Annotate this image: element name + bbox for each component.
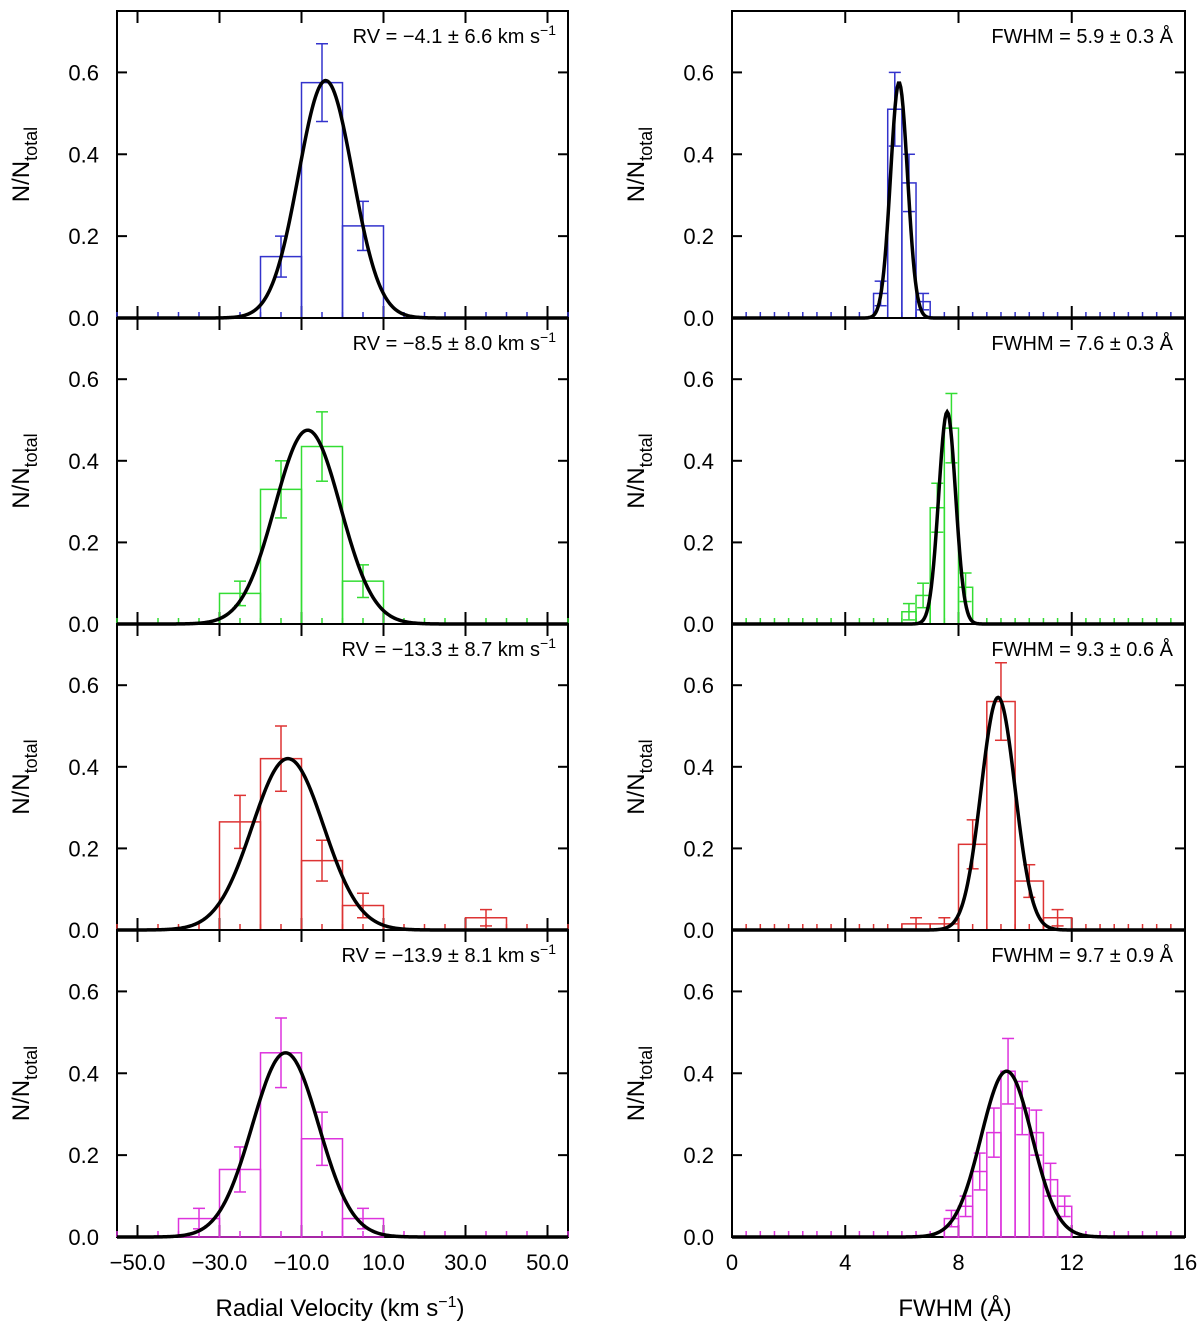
x-tick-label: 4 xyxy=(839,1250,851,1275)
y-tick-label: 0.2 xyxy=(68,224,99,249)
fit-annotation: RV = −13.3 ± 8.7 km s−1 xyxy=(342,635,557,661)
y-axis-label: N/Ntotal xyxy=(8,433,41,508)
x-tick-label: 30.0 xyxy=(444,1250,487,1275)
y-tick-label: 0.0 xyxy=(683,612,714,637)
fwhm-panel-1-frame xyxy=(731,10,1186,319)
y-tick-label: 0.2 xyxy=(68,836,99,861)
y-tick-label: 0.6 xyxy=(683,60,714,85)
fwhm-panel-1: 0.0 0.2 0.4 0.6 FWHM = 5.9 ± 0.3 Å N/Ntotal xyxy=(623,10,1186,331)
y-axis-label: N/Ntotal xyxy=(8,127,41,202)
y-tick-label: 0.6 xyxy=(68,60,99,85)
y-tick-label: 0.0 xyxy=(68,306,99,331)
fit-annotation: RV = −13.9 ± 8.1 km s−1 xyxy=(342,941,557,967)
y-axis-label: N/Ntotal xyxy=(623,739,656,814)
fwhm-panel-4: 0.0 0.2 0.4 0.6 0 4 8 12 16 FWHM = 9.7 ± 0.9 Å N/N… xyxy=(623,929,1197,1275)
y-tick-label: 0.2 xyxy=(683,836,714,861)
x-tick-label: 16 xyxy=(1173,1250,1197,1275)
y-tick-label: 0.2 xyxy=(683,530,714,555)
gaussian-fit-curve xyxy=(732,81,1185,320)
fit-annotation: FWHM = 9.7 ± 0.9 Å xyxy=(991,944,1173,967)
y-tick-label: 0.0 xyxy=(683,1225,714,1250)
fit-annotation: FWHM = 7.6 ± 0.3 Å xyxy=(991,332,1173,355)
y-tick-label: 0.4 xyxy=(68,449,99,474)
rv-x-axis-label: Radial Velocity (km s−1) xyxy=(216,1294,465,1322)
y-tick-label: 0.6 xyxy=(68,673,99,698)
fit-annotation: RV = −8.5 ± 8.0 km s−1 xyxy=(353,329,557,355)
y-tick-label: 0.2 xyxy=(683,1143,714,1168)
y-tick-label: 0.4 xyxy=(68,1061,99,1086)
y-tick-label: 0.6 xyxy=(68,367,99,392)
y-tick-label: 0.2 xyxy=(68,1143,99,1168)
y-tick-label: 0.4 xyxy=(683,755,714,780)
y-tick-label: 0.0 xyxy=(683,306,714,331)
y-tick-label: 0.6 xyxy=(68,979,99,1004)
y-tick-label: 0.0 xyxy=(683,918,714,943)
y-tick-label: 0.0 xyxy=(68,1225,99,1250)
y-tick-label: 0.2 xyxy=(68,530,99,555)
radial_velocity-panel-2: 0.0 0.2 0.4 0.6 RV = −8.5 ± 8.0 km s−1 N/Ntot… xyxy=(8,317,569,637)
fit-annotation: FWHM = 9.3 ± 0.6 Å xyxy=(991,638,1173,661)
y-tick-label: 0.4 xyxy=(68,142,99,167)
x-tick-label: 0 xyxy=(726,1250,738,1275)
y-axis-label: N/Ntotal xyxy=(8,1046,41,1121)
x-tick-label: 10.0 xyxy=(362,1250,405,1275)
y-tick-label: 0.4 xyxy=(683,1061,714,1086)
y-tick-label: 0.4 xyxy=(683,449,714,474)
radial_velocity-panel-4: 0.0 0.2 0.4 0.6 −50.0 −30.0 −10.0 10.0 30.0 50.0 R… xyxy=(8,929,569,1275)
y-axis-label: N/Ntotal xyxy=(623,127,656,202)
gaussian-fit-curve xyxy=(117,1051,568,1239)
y-axis-label: N/Ntotal xyxy=(8,739,41,814)
y-tick-label: 0.0 xyxy=(68,918,99,943)
y-tick-label: 0.6 xyxy=(683,673,714,698)
y-axis-label: N/Ntotal xyxy=(623,1046,656,1121)
y-tick-label: 0.6 xyxy=(683,979,714,1004)
y-tick-label: 0.0 xyxy=(68,612,99,637)
x-tick-label: 8 xyxy=(952,1250,964,1275)
fit-annotation: FWHM = 5.9 ± 0.3 Å xyxy=(991,25,1173,48)
x-tick-label: −50.0 xyxy=(110,1250,166,1275)
gaussian-fit-curve xyxy=(732,1069,1185,1239)
fwhm-panel-3: 0.0 0.2 0.4 0.6 FWHM = 9.3 ± 0.6 Å N/Ntotal xyxy=(623,623,1186,943)
radial_velocity-panel-1: 0.0 0.2 0.4 0.6 RV = −4.1 ± 6.6 km s−1 N/Ntot… xyxy=(8,10,569,331)
fwhm-panel-4-frame xyxy=(731,929,1186,1238)
y-tick-label: 0.2 xyxy=(683,224,714,249)
y-axis-label: N/Ntotal xyxy=(623,433,656,508)
fwhm-panel-2: 0.0 0.2 0.4 0.6 FWHM = 7.6 ± 0.3 Å N/Ntotal xyxy=(623,317,1186,637)
x-tick-label: −30.0 xyxy=(192,1250,248,1275)
fit-annotation: RV = −4.1 ± 6.6 km s−1 xyxy=(353,22,557,48)
y-tick-label: 0.4 xyxy=(68,755,99,780)
y-tick-label: 0.6 xyxy=(683,367,714,392)
y-tick-label: 0.4 xyxy=(683,142,714,167)
fwhm-x-axis-label: FWHM (Å) xyxy=(898,1294,1011,1322)
x-tick-label: 50.0 xyxy=(526,1250,569,1275)
x-tick-label: 12 xyxy=(1060,1250,1084,1275)
radial_velocity-panel-3: 0.0 0.2 0.4 0.6 RV = −13.3 ± 8.7 km s−1 N/Nto… xyxy=(8,623,569,943)
x-tick-label: −10.0 xyxy=(274,1250,330,1275)
